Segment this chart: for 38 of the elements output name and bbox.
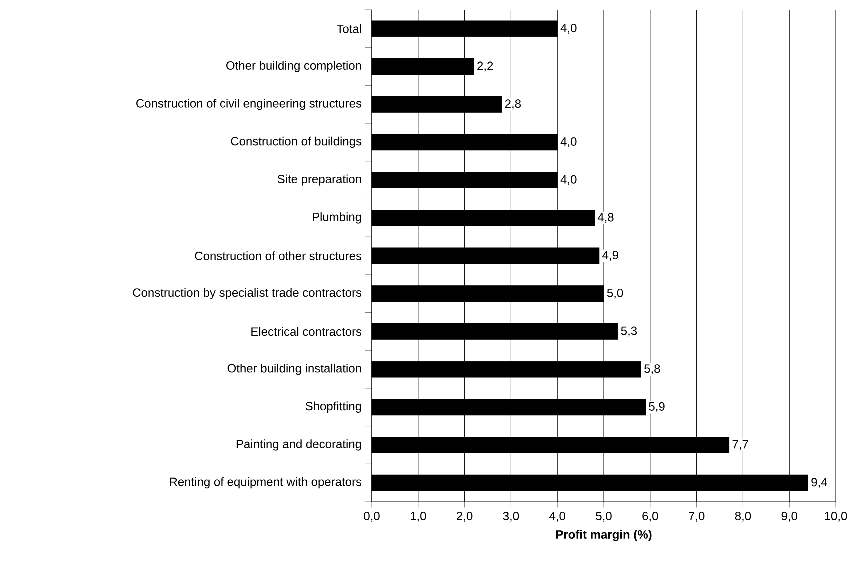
x-tick-label: 3,0 xyxy=(503,512,520,522)
data-label: 9,4 xyxy=(812,478,828,488)
x-tick-label: 7,0 xyxy=(689,512,705,522)
data-label: 4,0 xyxy=(560,175,577,186)
x-tick-label: 10,0 xyxy=(825,512,848,522)
data-label: 7,7 xyxy=(732,440,748,450)
y-tick-label: Construction of other structures xyxy=(195,252,362,260)
x-tick-label: 5,0 xyxy=(596,512,612,522)
x-tick-label: 4,0 xyxy=(550,512,566,522)
x-tick-label: 9,0 xyxy=(782,512,798,522)
x-axis-title: Profit margin (%) xyxy=(556,530,652,542)
data-label: 5,3 xyxy=(621,326,638,337)
x-tick-label: 1,0 xyxy=(410,512,426,522)
data-label: 2,8 xyxy=(505,100,522,110)
data-label: 2,2 xyxy=(478,62,494,72)
y-tick-label: Painting and decorating xyxy=(236,440,362,451)
x-tick-label: 8,0 xyxy=(735,512,752,522)
data-label: 5,9 xyxy=(649,402,665,412)
y-tick-label: Site preparation xyxy=(278,174,362,186)
y-tick-label: Construction of buildings xyxy=(231,136,362,148)
y-tick-label: Plumbing xyxy=(313,212,362,224)
y-tick-label: Renting of equipment with operators xyxy=(170,477,362,489)
x-tick-label: 6,0 xyxy=(642,512,658,522)
y-tick-label: Construction of civil engineering structures xyxy=(136,99,362,110)
data-label: 4,9 xyxy=(602,251,618,261)
data-label: 4,0 xyxy=(560,24,577,34)
data-label: 5,0 xyxy=(607,288,624,299)
y-tick-label: Shopfitting xyxy=(306,402,362,413)
data-label: 5,8 xyxy=(644,364,660,374)
data-label: 4,0 xyxy=(560,138,577,148)
y-tick-label: Other building installation xyxy=(228,364,362,376)
y-tick-label: Other building completion xyxy=(226,61,362,72)
x-tick-label: 2,0 xyxy=(457,512,473,522)
data-label: 4,8 xyxy=(598,213,614,224)
y-tick-label: Total xyxy=(336,24,362,34)
x-tick-label: 0,0 xyxy=(364,512,380,522)
y-tick-label: Electrical contractors xyxy=(252,327,362,336)
y-tick-label: Construction by specialist trade contractors xyxy=(133,288,362,300)
